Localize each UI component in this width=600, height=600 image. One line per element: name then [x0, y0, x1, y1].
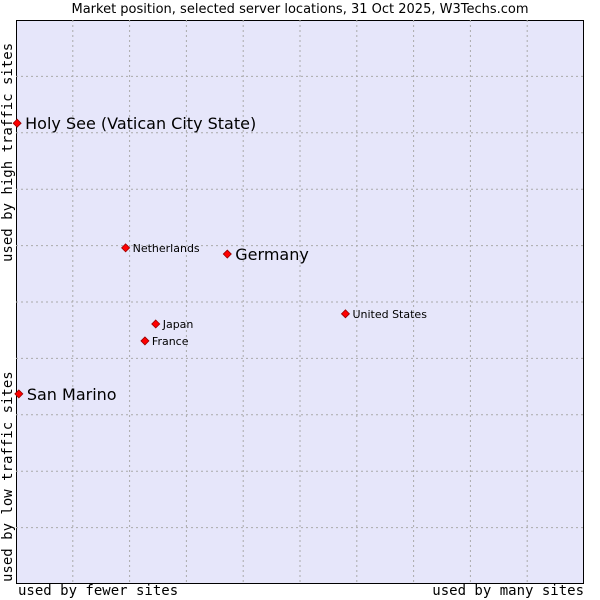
x-axis-label-low: used by fewer sites [18, 583, 179, 599]
data-point-label: Japan [162, 318, 194, 331]
data-point-label: France [152, 335, 189, 348]
x-axis-label-high: used by many sites [432, 583, 584, 599]
data-point-label: United States [352, 308, 427, 321]
scatter-chart: Holy See (Vatican City State) Germany Neth… [12, 20, 584, 584]
y-axis-label-high: used by high traffic sites [0, 42, 16, 262]
y-axis-label-low: used by low traffic sites [0, 371, 16, 582]
data-point-marker [14, 389, 24, 399]
data-point-marker [222, 249, 232, 259]
data-point-label: Holy See (Vatican City State) [25, 114, 256, 133]
chart-title: Market position, selected server locatio… [71, 2, 529, 17]
data-point-marker [140, 336, 150, 346]
data-point-marker [340, 309, 351, 319]
data-point-marker [121, 243, 131, 253]
data-point-label: Netherlands [133, 242, 200, 255]
data-point-marker [151, 319, 161, 329]
data-point-label: San Marino [27, 385, 117, 404]
data-point-label: Germany [235, 245, 309, 264]
data-point-marker [12, 118, 22, 128]
